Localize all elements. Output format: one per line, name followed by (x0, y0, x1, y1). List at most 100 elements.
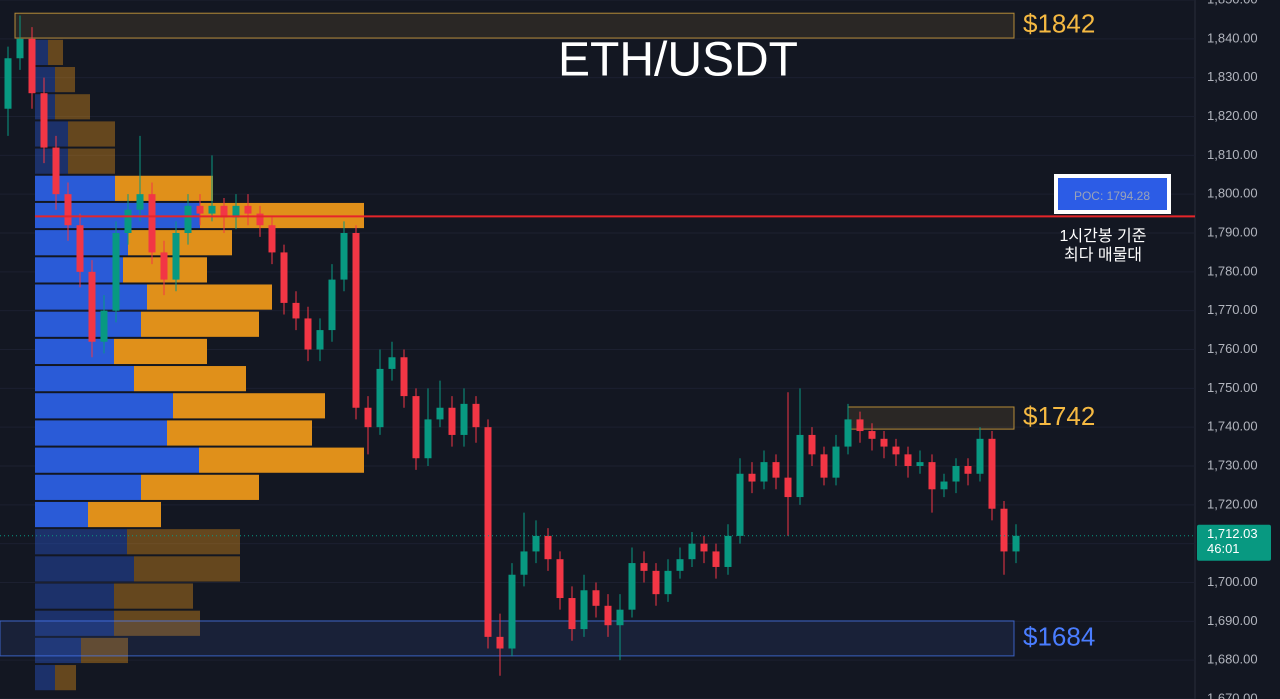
candle-body (676, 559, 684, 571)
profile-buy-bar (35, 311, 141, 337)
profile-sell-bar (68, 121, 115, 147)
candle-body (532, 535, 540, 552)
candle-body (268, 225, 276, 253)
profile-buy-bar (35, 67, 55, 93)
candle-body (712, 551, 720, 567)
profile-buy-bar (35, 610, 114, 636)
y-tick-label: 1,810.00 (1207, 147, 1258, 162)
candle-body (28, 38, 36, 94)
candle-body (508, 574, 516, 649)
profile-sell-bar (141, 474, 259, 500)
profile-sell-bar (55, 94, 90, 120)
candle-body (940, 481, 948, 490)
profile-sell-bar (128, 230, 232, 256)
y-tick-label: 1,830.00 (1207, 69, 1258, 84)
candle-body (124, 209, 132, 233)
profile-buy-bar (35, 39, 48, 66)
candle-body (700, 543, 708, 552)
y-tick-label: 1,760.00 (1207, 341, 1258, 356)
candle-body (64, 194, 72, 226)
candle-body (640, 563, 648, 571)
candle-body (964, 466, 972, 474)
candle-body (976, 438, 984, 474)
candle-body (1012, 535, 1020, 552)
profile-buy-bar (35, 474, 141, 500)
candle-body (832, 446, 840, 478)
candle-body (520, 551, 528, 575)
candle-body (424, 419, 432, 459)
candle-body (616, 609, 624, 626)
y-tick-label: 1,680.00 (1207, 652, 1258, 667)
candle-body (472, 403, 480, 428)
y-tick-label: 1,840.00 (1207, 30, 1258, 45)
candle-body (412, 396, 420, 459)
profile-buy-bar (35, 529, 127, 555)
candle-body (316, 330, 324, 350)
candle-body (220, 205, 228, 218)
candle-body (916, 462, 924, 466)
candle-body (208, 205, 216, 214)
candle-body (352, 233, 360, 408)
candle-body (868, 431, 876, 439)
profile-sell-bar (68, 148, 115, 174)
profile-sell-bar (167, 420, 312, 446)
y-tick-label: 1,790.00 (1207, 224, 1258, 239)
profile-sell-bar (127, 529, 240, 555)
candle-body (784, 477, 792, 498)
y-tick-label: 1,780.00 (1207, 263, 1258, 278)
candle-body (4, 58, 12, 109)
profile-sell-bar (134, 556, 240, 582)
candle-body (448, 407, 456, 435)
candle-body (580, 590, 588, 630)
y-tick-label: 1,750.00 (1207, 380, 1258, 395)
zone-box (847, 406, 1015, 430)
candle-body (544, 535, 552, 560)
candle-body (904, 454, 912, 466)
candle-body (100, 310, 108, 342)
last-price-label: 1,712.03 (1207, 526, 1258, 541)
profile-buy-bar (35, 447, 199, 473)
profile-buy-bar (35, 148, 68, 174)
candle-body (364, 407, 372, 428)
profile-buy-bar (35, 420, 167, 446)
y-tick-label: 1,770.00 (1207, 302, 1258, 317)
candle-body (244, 205, 252, 214)
profile-sell-bar (114, 338, 207, 365)
candle-body (232, 205, 240, 218)
candle-body (856, 419, 864, 432)
annotation: 최다 매물대 (1064, 246, 1142, 264)
profile-sell-bar (88, 501, 161, 528)
y-tick-label: 1,720.00 (1207, 496, 1258, 511)
candle-body (628, 563, 636, 610)
profile-buy-bar (35, 393, 173, 419)
candle-body (400, 357, 408, 397)
candle-body (136, 194, 144, 210)
candle-body (796, 434, 804, 498)
candle-body (460, 403, 468, 435)
candle-body (76, 225, 84, 272)
candle-body (280, 252, 288, 303)
candle-body (196, 205, 204, 214)
profile-sell-bar (147, 284, 272, 310)
candle-body (736, 473, 744, 536)
profile-buy-bar (35, 366, 134, 392)
candle-body (928, 462, 936, 490)
y-tick-label: 1,690.00 (1207, 613, 1258, 628)
candle-body (844, 419, 852, 447)
zone-box (14, 12, 1015, 39)
profile-sell-bar (114, 610, 200, 636)
candle-body (112, 233, 120, 311)
candle-body (40, 93, 48, 148)
y-tick-label: 1,740.00 (1207, 419, 1258, 434)
profile-sell-bar (134, 366, 246, 392)
last-price-tag (1197, 524, 1271, 561)
zone-label: $1684 (1023, 621, 1095, 651)
candle-body (592, 590, 600, 606)
countdown-label: 46:01 (1207, 541, 1240, 556)
candle-body (160, 252, 168, 280)
annotation: 1시간봉 기준 (1060, 227, 1147, 245)
candle-body (988, 438, 996, 509)
profile-buy-bar (35, 665, 55, 691)
candle-body (1000, 508, 1008, 552)
